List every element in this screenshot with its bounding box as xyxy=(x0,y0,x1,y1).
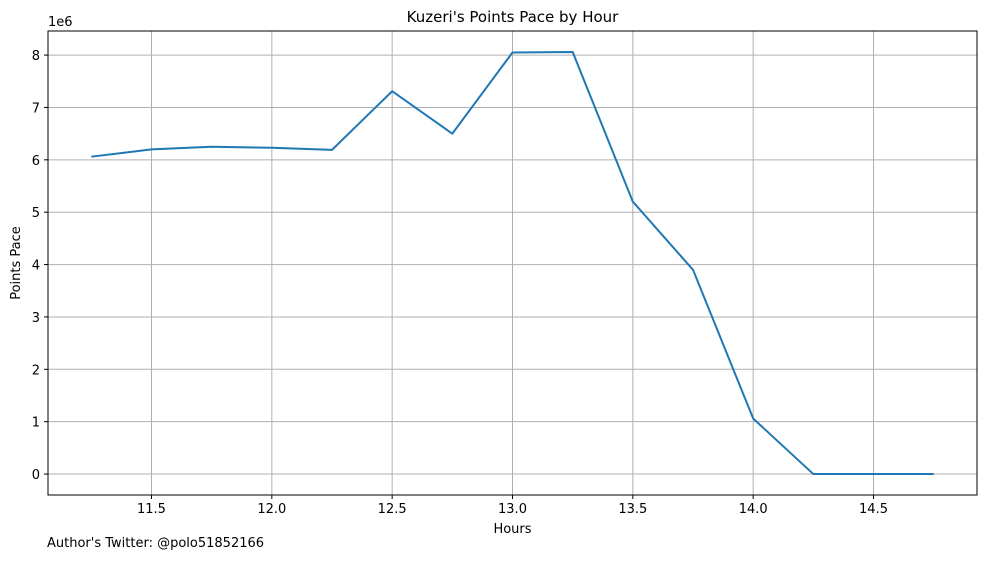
y-tick-label: 1 xyxy=(32,416,40,431)
x-tick-label: 14.0 xyxy=(739,502,768,517)
series-layer xyxy=(91,50,934,476)
x-tick-label: 12.0 xyxy=(257,502,286,517)
y-axis-label: Points Pace xyxy=(9,226,24,300)
grid-lines xyxy=(48,31,977,495)
y-tick-label: 8 xyxy=(32,49,40,64)
y-offset-label: 1e6 xyxy=(48,15,73,30)
x-tick-label: 14.5 xyxy=(859,502,888,517)
x-tick-label: 13.5 xyxy=(618,502,647,517)
y-tick-label: 5 xyxy=(32,206,40,221)
y-tick-label: 4 xyxy=(32,259,40,274)
x-tick-label: 13.0 xyxy=(498,502,527,517)
y-tick-label: 7 xyxy=(32,101,40,116)
y-tick-label: 0 xyxy=(32,468,40,483)
y-tick-label: 2 xyxy=(32,363,40,378)
y-tick-label: 3 xyxy=(32,311,40,326)
x-tick-label: 12.5 xyxy=(378,502,407,517)
x-axis-label: Hours xyxy=(493,522,531,537)
y-tick-label: 6 xyxy=(32,154,40,169)
axis-ticks: 11.5 12.0 12.5 13.0 13.5 14.0 14.5 0 1 2 3 4 5 6 7 8 xyxy=(32,49,888,517)
x-tick-label: 11.5 xyxy=(137,502,166,517)
author-footnote: Author's Twitter: @polo51852166 xyxy=(47,536,265,551)
chart-title: Kuzeri's Points Pace by Hour xyxy=(407,8,620,26)
